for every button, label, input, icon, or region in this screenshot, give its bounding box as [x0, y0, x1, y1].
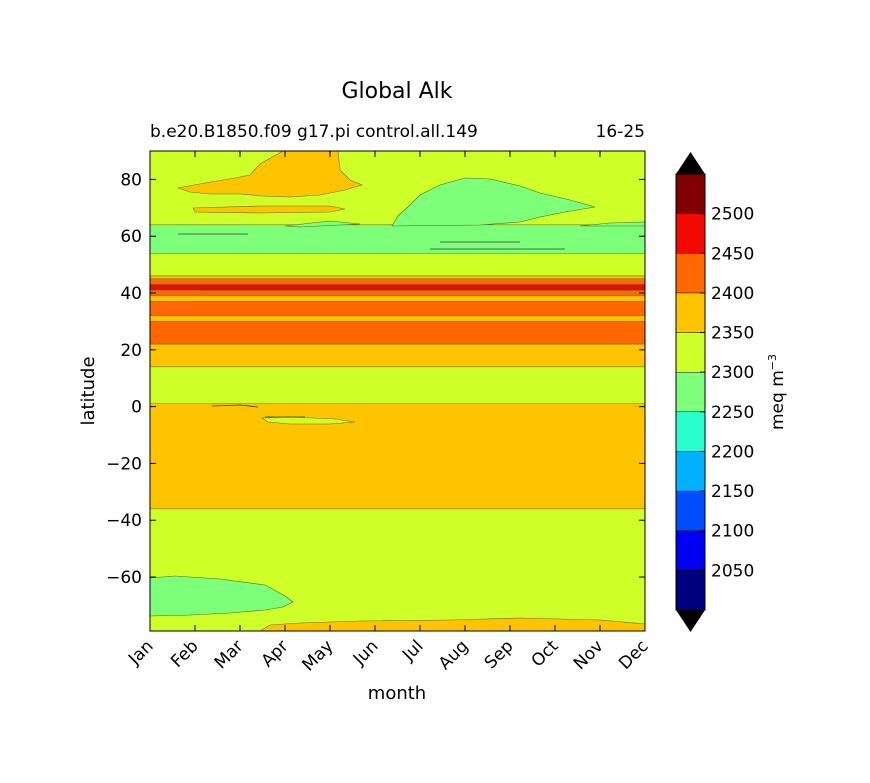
colorbar-tick-label: 2500	[711, 205, 754, 225]
latitude-band-3	[150, 275, 645, 280]
y-tick-label: 20	[120, 341, 142, 361]
colorbar-extend-min	[676, 610, 705, 632]
x-tick-label: Apr	[258, 636, 293, 671]
x-tick-label: Jan	[124, 636, 157, 669]
colorbar-tick-label: 2200	[711, 442, 754, 462]
colorbar-tick-label: 2050	[711, 561, 754, 581]
colorbar-unit-exponent: −3	[766, 354, 779, 370]
colorbar-tick-label: 2350	[711, 324, 754, 344]
x-axis-label: month	[368, 683, 426, 704]
latitude-band-13	[150, 403, 645, 510]
colorbar-segment	[675, 411, 706, 452]
latitude-band-9	[150, 315, 645, 322]
colorbar-label: meq m−3	[766, 354, 788, 430]
x-tick-label: Feb	[167, 636, 202, 671]
colorbar-segment	[675, 451, 706, 492]
chart-title: Global Alk	[341, 79, 452, 104]
x-tick-label: Jun	[349, 636, 383, 670]
colorbar-extend-max	[676, 152, 705, 174]
svg-text:meq m−3: meq m−3	[766, 354, 788, 430]
y-tick-label: −60	[106, 568, 142, 588]
colorbar-segment	[675, 213, 706, 254]
y-axis-ticks: −60 −40 −20 0 20 40 60 80	[106, 170, 645, 588]
y-tick-label: 40	[120, 284, 142, 304]
x-tick-label: May	[299, 636, 338, 675]
x-tick-label: Dec	[615, 636, 652, 673]
x-tick-label: Oct	[528, 636, 563, 671]
colorbar-unit: meq m	[768, 370, 788, 430]
colorbar-segment	[675, 253, 706, 294]
y-tick-label: −20	[106, 454, 142, 474]
contour-arctic-shelf	[284, 220, 361, 228]
plot-frame	[149, 150, 646, 632]
colorbar-tick-label: 2450	[711, 244, 754, 264]
colorbar-segment	[675, 332, 706, 373]
colorbar-tick-label: 2100	[711, 522, 754, 542]
latitude-band-8	[150, 301, 645, 316]
x-tick-label: Aug	[435, 636, 473, 674]
contour-southern-low-blob	[150, 575, 294, 617]
colorbar-tick-label: 2300	[711, 363, 754, 383]
contour-equatorial-line	[211, 404, 305, 418]
y-tick-label: 0	[131, 398, 142, 418]
latitude-band-6	[150, 289, 645, 297]
contour-arctic-high-strip	[192, 205, 346, 214]
contour-arctic-notch	[579, 221, 645, 227]
colorbar-segment	[675, 292, 706, 333]
colorbar-segment	[675, 490, 706, 531]
colorbar-segment	[675, 570, 706, 611]
colorbar-segment	[675, 371, 706, 413]
latitude-band-7	[150, 295, 645, 302]
latitude-band-10	[150, 321, 645, 345]
latitude-band-12	[150, 366, 645, 405]
y-tick-label: −40	[106, 511, 142, 531]
colorbar-tick-label: 2400	[711, 284, 754, 304]
contour-arctic-high-blob	[177, 151, 363, 198]
contour-plot-area	[150, 151, 645, 631]
contour-arctic-low-tongue	[391, 177, 596, 227]
x-tick-label: Sep	[481, 636, 518, 673]
colorbar-tick-label: 2250	[711, 403, 754, 423]
y-tick-label: 60	[120, 227, 142, 247]
x-tick-label: Mar	[211, 636, 248, 673]
x-tick-label: Jul	[398, 636, 427, 665]
latitude-band-1	[150, 224, 645, 254]
chart-subtitle-right: 16-25	[596, 122, 645, 142]
colorbar: 2050 2100 2150 2200 2250 2300 2350 2400 2450 2500	[675, 152, 754, 632]
y-tick-label: 80	[120, 170, 142, 190]
colorbar-segment	[675, 173, 706, 214]
y-axis-label: latitude	[78, 356, 99, 425]
latitude-band-2	[150, 252, 645, 277]
colorbar-frame	[675, 173, 706, 611]
latitude-band-11	[150, 343, 645, 368]
latitude-band-5	[150, 284, 645, 291]
x-tick-label: Nov	[570, 636, 608, 674]
colorbar-tick-label: 2150	[711, 482, 754, 502]
chart-subtitle-left: b.e20.B1850.f09 g17.pi control.all.149	[150, 122, 478, 142]
contour-southern-high-strip	[259, 617, 645, 631]
colorbar-segment	[675, 530, 706, 571]
latitude-band-4	[150, 278, 645, 285]
